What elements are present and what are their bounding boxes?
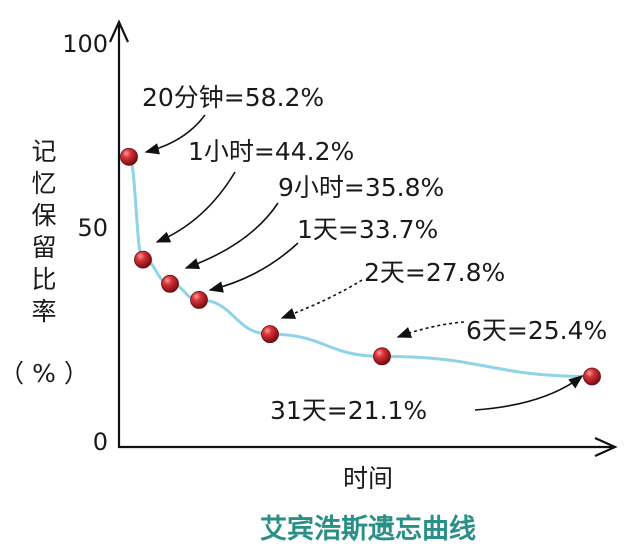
annotation-arrow: [184, 202, 279, 270]
annotation-arrow: [144, 114, 206, 155]
y-axis-label: 记 忆 保 留 比 率 （ % ）: [0, 137, 89, 388]
data-point: [373, 347, 391, 366]
y-tick-label-50: 50: [77, 214, 108, 242]
data-point: [161, 274, 179, 293]
y-axis-label-char: 率: [31, 297, 56, 326]
annotation-arrow: [396, 321, 465, 338]
x-axis-label: 时间: [343, 464, 393, 493]
y-axis-arrow: [108, 19, 130, 43]
data-point: [261, 325, 279, 344]
y-axis-unit: （ % ）: [0, 359, 89, 388]
annotation-label: 2天=27.8%: [364, 258, 505, 287]
annotation-arrow: [208, 242, 299, 293]
series-markers: [120, 147, 601, 386]
annotation-arrow: [155, 171, 236, 243]
y-axis-label-char: 记: [31, 137, 56, 166]
annotation-label: 31天=21.1%: [270, 396, 427, 425]
annotation-label: 20分钟=58.2%: [142, 83, 324, 112]
y-axis-label-char: 忆: [31, 169, 56, 198]
y-axis-label-char: 留: [31, 233, 56, 262]
chart-title: 艾宾浩斯遗忘曲线: [260, 513, 476, 545]
x-axis-arrow: [594, 436, 618, 458]
annotation-label: 6天=25.4%: [466, 316, 607, 345]
annotation-arrow: [280, 279, 363, 319]
y-axis-label-char: 保: [31, 201, 56, 230]
y-tick-label-0: 0: [93, 428, 108, 456]
data-point: [583, 367, 601, 386]
data-point: [120, 147, 138, 166]
data-point: [134, 250, 152, 269]
annotation-label: 1小时=44.2%: [188, 137, 354, 166]
annotation-arrow: [474, 375, 584, 411]
annotation-label: 1天=33.7%: [297, 215, 438, 244]
data-point: [190, 291, 208, 309]
y-axis-label-char: 比: [31, 265, 56, 294]
annotation-arrows: [144, 114, 584, 411]
annotation-label: 9小时=35.8%: [278, 173, 444, 202]
y-tick-label-100: 100: [62, 30, 108, 58]
